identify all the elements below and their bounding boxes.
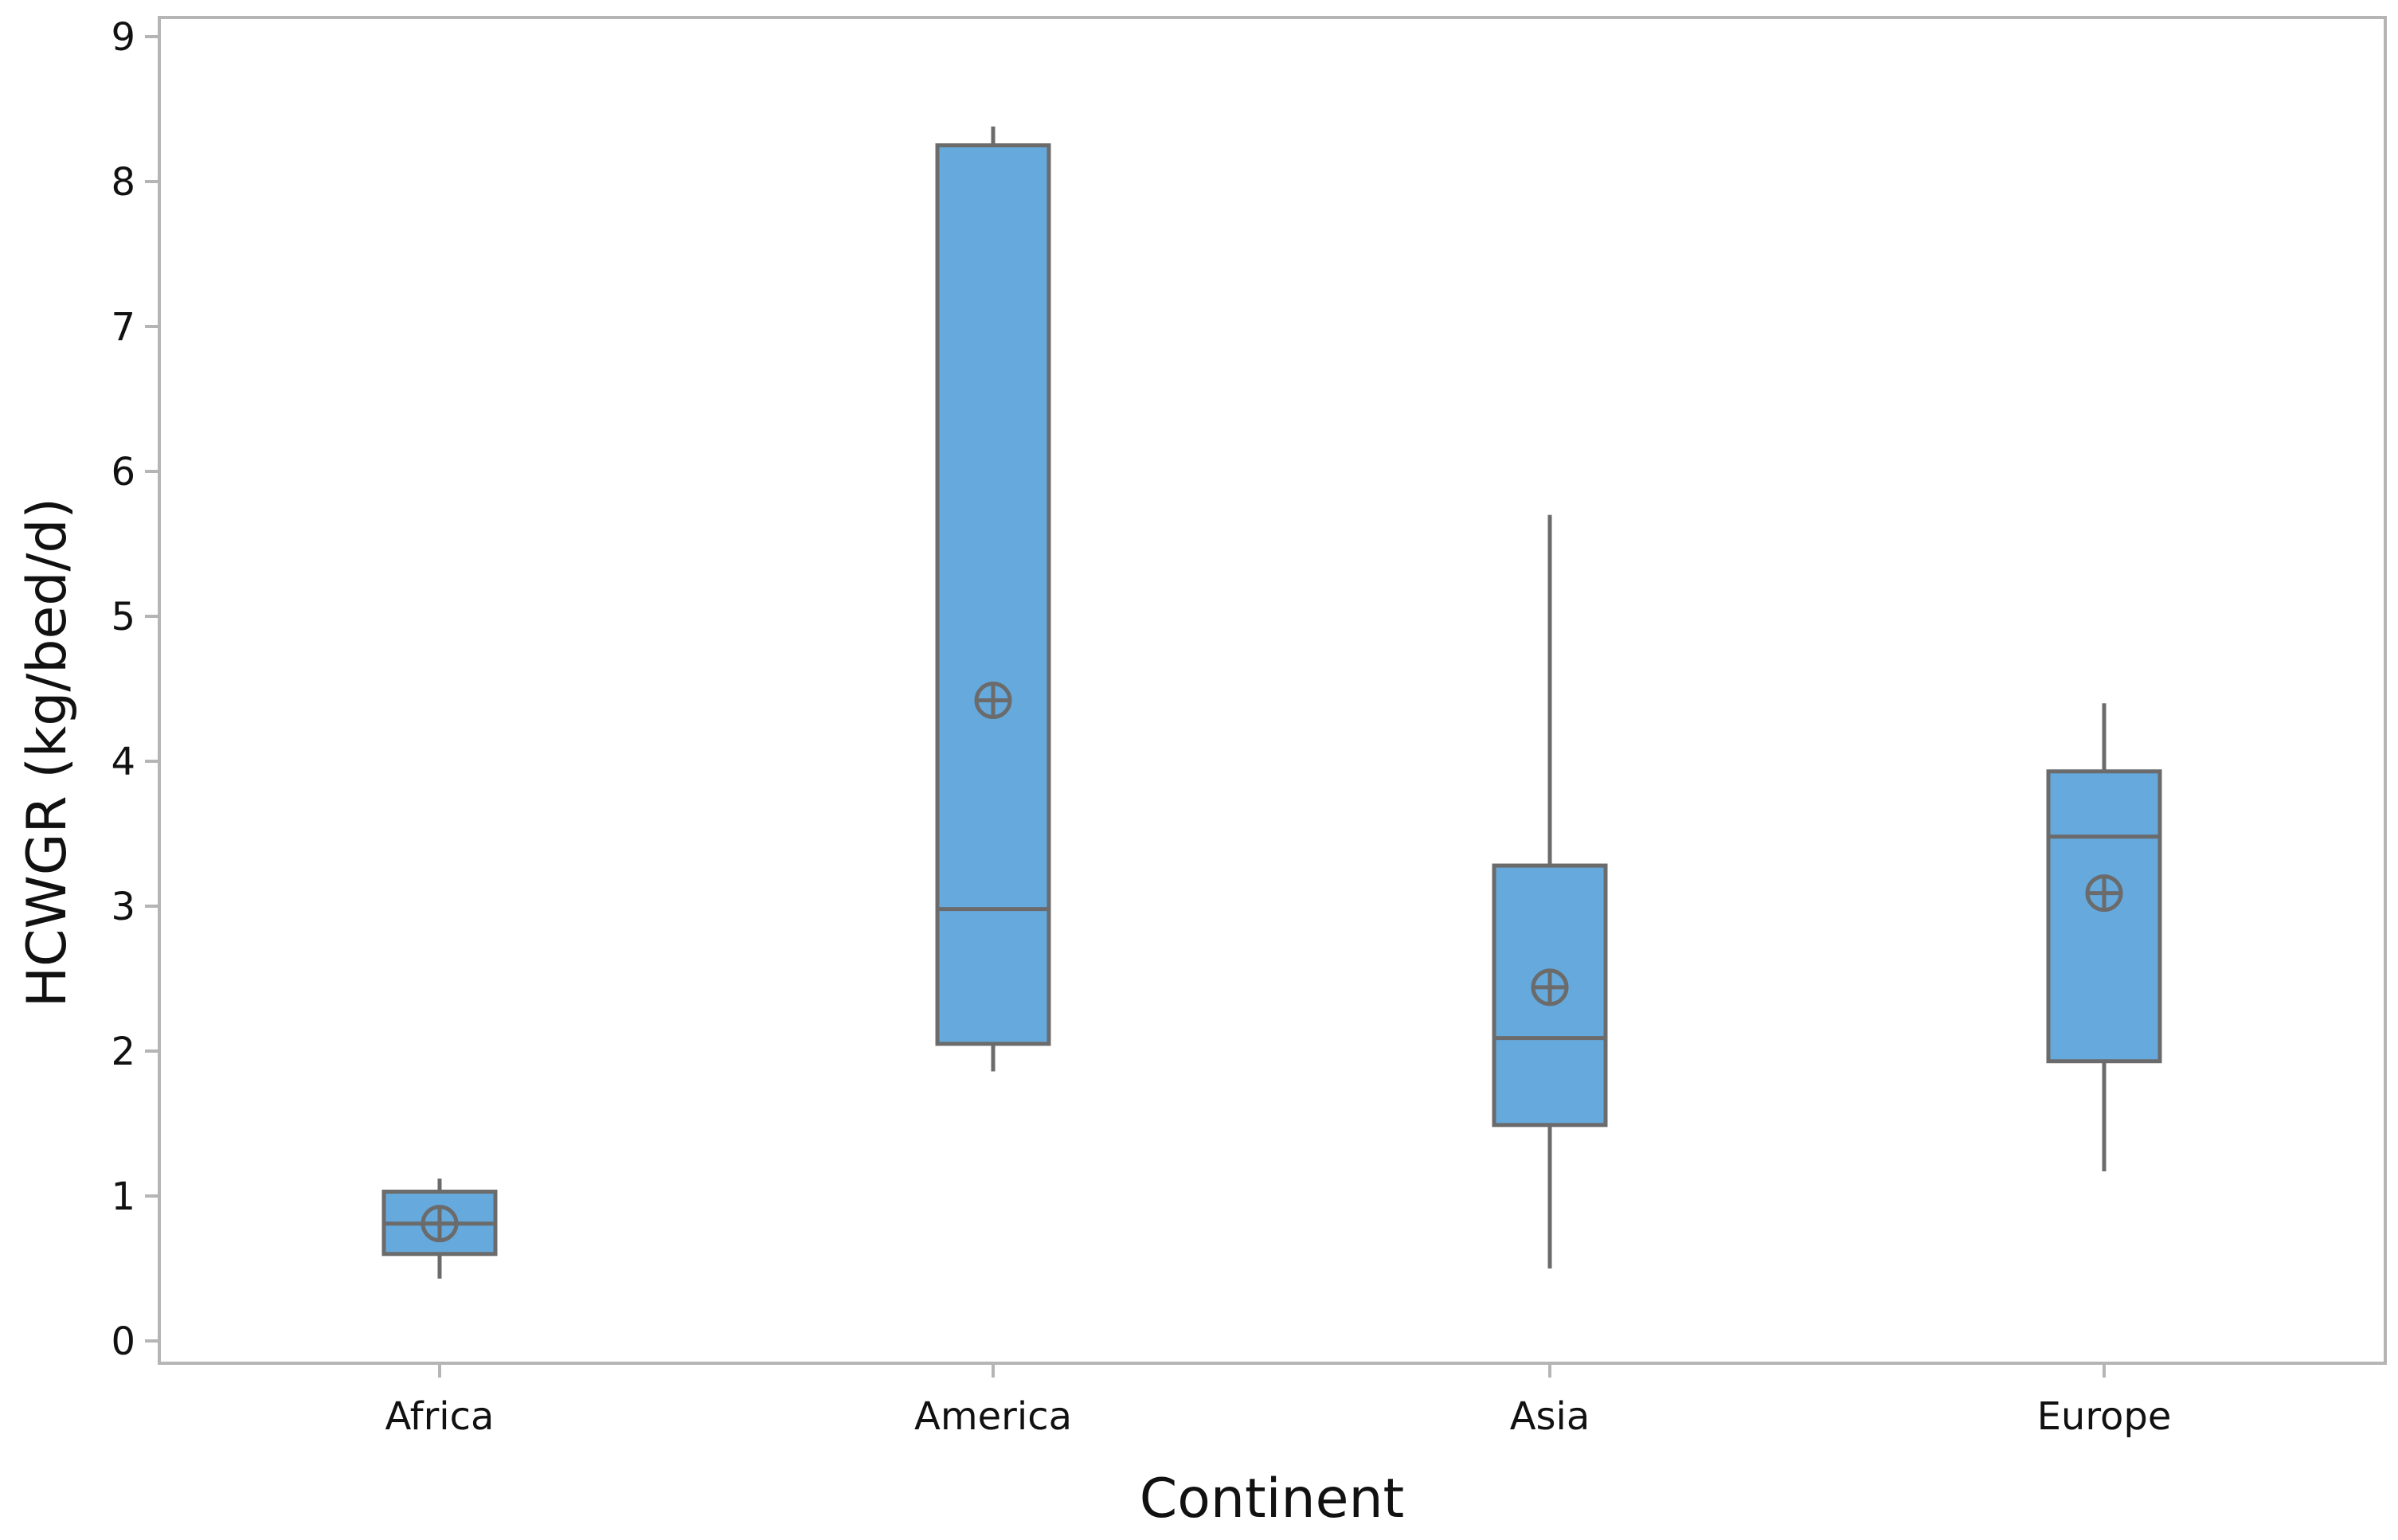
x-tick-label: Africa xyxy=(385,1394,495,1439)
y-tick-label: 0 xyxy=(111,1319,135,1364)
mean-marker xyxy=(1531,968,1569,1006)
y-tick-label: 2 xyxy=(111,1030,135,1074)
x-tick-label: America xyxy=(914,1394,1072,1439)
y-axis-title: HCWGR (kg/bed/d) xyxy=(16,498,79,1007)
y-tick-label: 9 xyxy=(111,15,135,60)
box-europe xyxy=(2046,703,2162,1172)
y-tick-label: 7 xyxy=(111,305,135,350)
y-tick-label: 4 xyxy=(111,740,135,784)
box-asia xyxy=(1492,514,1608,1268)
x-axis: Africa America Asia Europe xyxy=(385,1363,2172,1439)
boxes-group xyxy=(381,126,2162,1279)
plot-frame xyxy=(158,16,2387,1365)
x-axis-title: Continent xyxy=(1140,1468,1404,1530)
y-tick-label: 8 xyxy=(111,160,135,205)
mean-marker xyxy=(421,1205,459,1243)
box-africa xyxy=(381,1178,498,1279)
mean-marker xyxy=(974,682,1012,720)
y-tick-label: 3 xyxy=(111,885,135,929)
mean-marker xyxy=(2085,874,2123,913)
y-tick-label: 6 xyxy=(111,450,135,494)
iqr-box xyxy=(935,143,1051,1046)
x-tick-label: Europe xyxy=(2037,1394,2172,1439)
y-tick-label: 1 xyxy=(111,1175,135,1219)
iqr-box xyxy=(2046,769,2162,1064)
x-tick-label: Asia xyxy=(1510,1394,1590,1439)
box-america xyxy=(935,126,1051,1072)
y-axis: 0 1 2 3 4 5 6 7 8 9 xyxy=(111,15,159,1364)
y-tick-label: 5 xyxy=(111,595,135,639)
